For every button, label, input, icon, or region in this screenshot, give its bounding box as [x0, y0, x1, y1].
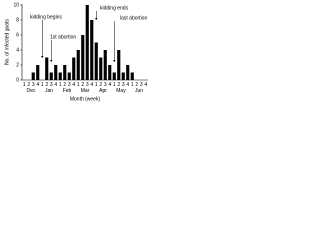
month-label: Mar — [81, 88, 90, 94]
x-tick-label: 2 — [45, 82, 48, 88]
x-tick-label: 1 — [59, 82, 62, 88]
x-tick-label: 4 — [36, 82, 39, 88]
bar — [121, 72, 125, 80]
x-tick-label: 1 — [113, 82, 116, 88]
x-tick-label: 3 — [122, 82, 125, 88]
x-tick-label: 1 — [95, 82, 98, 88]
x-tick-label: 2 — [117, 82, 120, 88]
x-tick-label: 3 — [140, 82, 143, 88]
month-label: Jan — [45, 88, 53, 94]
y-axis-label: No. of infected goats — [4, 19, 10, 65]
arrow-head — [95, 18, 98, 20]
x-tick-label: 2 — [63, 82, 66, 88]
bar — [103, 50, 107, 80]
x-tick-label: 3 — [32, 82, 35, 88]
bar — [117, 50, 121, 80]
x-tick-label: 1 — [23, 82, 26, 88]
bar — [76, 50, 80, 80]
x-axis-label: Month (week) — [70, 96, 101, 102]
month-label: Dec — [27, 88, 36, 94]
month-label: Feb — [63, 88, 72, 94]
bar — [108, 65, 112, 80]
bar — [45, 57, 49, 80]
x-tick-label: 2 — [99, 82, 102, 88]
x-tick-label: 2 — [81, 82, 84, 88]
x-tick-label: 2 — [135, 82, 138, 88]
x-tick-label: 3 — [68, 82, 71, 88]
annotation: last abortion — [120, 15, 147, 21]
bar — [67, 72, 71, 80]
x-tick-label: 3 — [86, 82, 89, 88]
chart: No. of infected goats Month (week) 02468… — [4, 2, 148, 102]
x-tick-label: 4 — [72, 82, 75, 88]
arrow-head — [41, 56, 44, 58]
x-tick-label: 2 — [27, 82, 30, 88]
x-tick-label: 3 — [50, 82, 53, 88]
x-tick-label: 1 — [131, 82, 134, 88]
month-label: Apr — [99, 88, 107, 94]
bar — [126, 65, 130, 80]
bar — [49, 72, 53, 80]
bar — [99, 57, 103, 80]
annotation: kidding begins — [30, 14, 62, 20]
x-tick-label: 4 — [108, 82, 111, 88]
bar — [36, 65, 40, 80]
x-tick-label: 1 — [77, 82, 80, 88]
bar — [72, 57, 76, 80]
bar — [90, 20, 94, 80]
page: {"chart_data": {"type": "bar", "y_label"… — [0, 0, 150, 103]
month-label: Jun — [135, 88, 143, 94]
x-tick-label: 4 — [126, 82, 129, 88]
y-tick-label: 4 — [16, 47, 19, 53]
bar — [112, 72, 116, 80]
bar — [94, 42, 98, 80]
bar — [54, 65, 58, 80]
bar — [81, 35, 85, 80]
x-tick-label: 4 — [90, 82, 93, 88]
bar — [130, 72, 134, 80]
month-label: May — [116, 88, 126, 94]
x-tick-label: 1 — [41, 82, 44, 88]
bar — [63, 65, 67, 80]
x-tick-label: 4 — [144, 82, 147, 88]
annotation: 1st abortion — [50, 34, 76, 40]
y-tick-label: 6 — [16, 32, 19, 38]
annotation: kidding ends — [100, 5, 129, 11]
arrow-head — [50, 60, 53, 62]
y-tick-label: 2 — [16, 62, 19, 68]
bar — [31, 72, 35, 80]
bar — [58, 72, 62, 80]
y-tick-label: 10 — [13, 2, 19, 8]
x-tick-label: 4 — [54, 82, 57, 88]
y-tick-label: 8 — [16, 17, 19, 23]
arrow-head — [113, 60, 116, 62]
bar — [85, 5, 89, 80]
x-tick-label: 3 — [104, 82, 107, 88]
y-tick-label: 0 — [16, 77, 19, 83]
